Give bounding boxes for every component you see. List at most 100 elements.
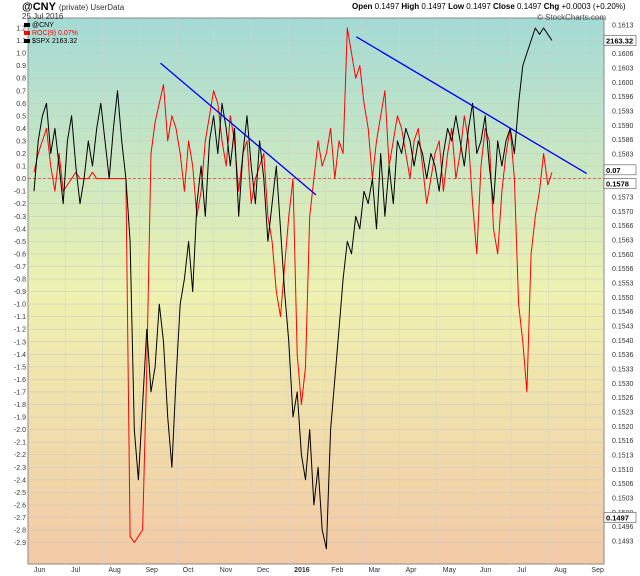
right-value-markers: 2163.32 0.07 0.1578 0.1497	[603, 35, 637, 523]
right-tick-label: 0.1586	[612, 137, 634, 144]
legend-label: $SPX 2163.32	[32, 38, 78, 45]
ohlc-label: Close	[493, 2, 518, 11]
left-tick-label: -2.1	[14, 440, 26, 447]
ohlc-value: +0.0003 (+0.20%)	[561, 2, 626, 11]
series-line-roc9	[33, 27, 553, 543]
x-tick-label: Aug	[554, 567, 567, 574]
right-tick-label: 0.1513	[612, 453, 634, 460]
left-tick-label: 0.8	[16, 76, 26, 83]
left-tick-label: 0.0	[16, 176, 26, 183]
value-marker-box	[603, 512, 637, 523]
chart-symbol: @CNY (private) UserData	[22, 1, 124, 13]
x-tick-label: Sep	[145, 567, 158, 574]
left-axis-labels: 1.2 1.1 1.0 0.9 0.8 0.7 0.6 0.5 0.4 0.3 0.2 0.1 0.0 -…	[14, 26, 26, 548]
value-marker-label: 0.1497	[606, 513, 629, 522]
right-tick-label: 0.1603	[612, 66, 634, 73]
right-tick-label: 0.1543	[612, 324, 634, 331]
right-tick-label: 0.1593	[612, 109, 634, 116]
x-tick-label: Jul	[517, 567, 526, 574]
left-tick-label: 1.1	[16, 38, 26, 45]
left-tick-label: 0.7	[16, 88, 26, 95]
left-tick-label: -0.4	[14, 226, 26, 233]
ohlc-label: Chg	[543, 2, 562, 11]
x-tick-label: Sep	[591, 567, 604, 574]
left-tick-label: -0.7	[14, 264, 26, 271]
left-tick-label: 0.9	[16, 63, 26, 70]
legend-swatch	[24, 23, 30, 28]
right-tick-label: 0.1556	[612, 266, 634, 273]
left-tick-label: -2.0	[14, 427, 26, 434]
left-tick-label: 0.5	[16, 113, 26, 120]
legend-label: ROC(9) 0.07%	[32, 30, 78, 37]
left-tick-label: -0.9	[14, 289, 26, 296]
symbol-text: @CNY	[22, 1, 56, 13]
value-marker-box	[603, 178, 637, 189]
trendline	[160, 62, 317, 196]
right-tick-label: 0.1596	[612, 94, 634, 101]
left-tick-label: -2.9	[14, 540, 26, 547]
ohlc-label: Open	[352, 2, 375, 11]
left-tick-label: -1.4	[14, 352, 26, 359]
left-tick-label: -1.3	[14, 339, 26, 346]
left-tick-label: -2.8	[14, 528, 26, 535]
right-tick-label: 0.1526	[612, 395, 634, 402]
right-tick-label: 0.1613	[612, 23, 634, 30]
x-tick-label: Feb	[331, 567, 343, 574]
left-tick-label: -0.5	[14, 239, 26, 246]
left-tick-label: -1.0	[14, 302, 26, 309]
horizontal-gridlines	[28, 27, 604, 543]
right-tick-label: 0.1493	[612, 539, 634, 546]
right-tick-label: 0.1600	[612, 80, 634, 87]
right-tick-label: 0.1530	[612, 381, 634, 388]
value-marker-box	[603, 35, 637, 46]
plot-background	[27, 17, 605, 565]
ohlc-value: 0.1497	[421, 2, 449, 11]
vertical-gridlines	[64, 18, 586, 564]
right-tick-label: 0.1506	[612, 481, 634, 488]
right-axis-labels: 0.16130.16100.16060.16030.16000.15960.15…	[612, 23, 634, 546]
left-tick-label: -1.6	[14, 377, 26, 384]
right-tick-label: 0.1516	[612, 438, 634, 445]
left-tick-label: 0.2	[16, 151, 26, 158]
right-tick-label: 0.1606	[612, 51, 634, 58]
x-tick-label: Mar	[368, 567, 381, 574]
left-tick-label: -2.3	[14, 465, 26, 472]
right-tick-label: 0.1550	[612, 295, 634, 302]
legend-item: ROC(9) 0.07%	[24, 30, 78, 37]
left-tick-label: 1.0	[16, 51, 26, 58]
left-tick-label: -1.9	[14, 415, 26, 422]
ohlc-label: Low	[448, 2, 467, 11]
left-tick-label: -0.8	[14, 277, 26, 284]
legend-item: $SPX 2163.32	[24, 38, 77, 45]
left-tick-label: -1.2	[14, 327, 26, 334]
ohlc-label: High	[401, 2, 422, 11]
left-tick-label: -2.2	[14, 452, 26, 459]
left-tick-label: -1.7	[14, 389, 26, 396]
trendline	[355, 36, 588, 175]
left-tick-label: -0.3	[14, 214, 26, 221]
x-tick-label: Aug	[108, 567, 121, 574]
ohlc-value: 0.1497	[466, 2, 493, 11]
left-tick-label: -0.6	[14, 251, 26, 258]
right-tick-label: 0.1496	[612, 524, 634, 531]
left-tick-label: -1.1	[14, 314, 26, 321]
left-tick-label: 0.1	[16, 164, 26, 171]
right-tick-label: 0.1540	[612, 338, 634, 345]
legend-swatch	[24, 31, 30, 36]
series-lines	[33, 27, 553, 550]
right-tick-label: 0.1546	[612, 309, 634, 316]
left-tick-label: 0.4	[16, 126, 26, 133]
left-tick-label: -1.5	[14, 364, 26, 371]
left-tick-label: -2.7	[14, 515, 26, 522]
legend-swatch	[24, 39, 30, 44]
right-tick-label: 0.1533	[612, 367, 634, 374]
right-tick-label: 0.1523	[612, 410, 634, 417]
x-tick-label: May	[443, 567, 457, 574]
right-tick-label: 0.1566	[612, 223, 634, 230]
left-tick-label: -2.5	[14, 490, 26, 497]
legend-label: @CNY	[32, 22, 54, 29]
left-tick-label: -0.1	[14, 189, 26, 196]
ohlc-readout: Open 0.1497 High 0.1497 Low 0.1497 Close…	[352, 2, 626, 11]
value-marker-label: 0.1578	[606, 180, 629, 189]
